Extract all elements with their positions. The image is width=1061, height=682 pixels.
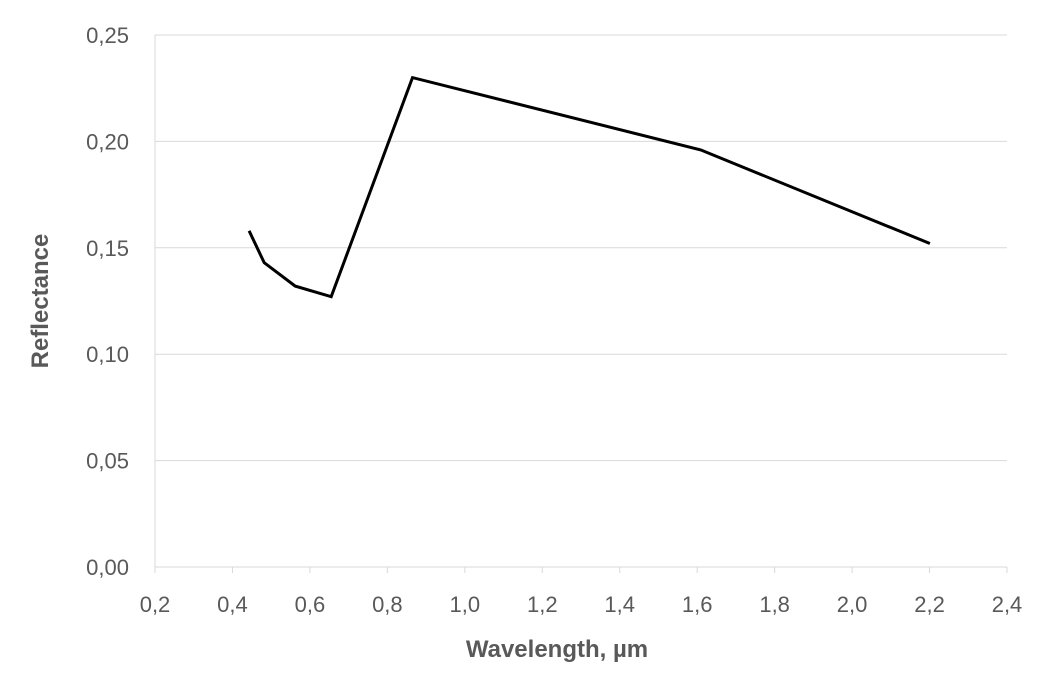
axes [154,35,1008,573]
x-tick-label: 2,0 [837,592,868,617]
x-tick-label: 1,0 [450,592,481,617]
x-tick-label: 0,4 [217,592,248,617]
series-line [247,75,931,299]
x-tick-label: 1,6 [682,592,713,617]
series-layer [247,75,931,299]
gridlines [155,34,1007,462]
x-tick-label: 0,8 [372,592,403,617]
x-tick-label: 2,2 [914,592,945,617]
y-tick-label: 0,25 [86,23,129,48]
y-tick-label: 0,15 [86,236,129,261]
y-axis-title: Reflectance [27,234,54,369]
y-tick-label: 0,20 [86,129,129,154]
x-tick-label: 0,2 [140,592,171,617]
x-tick-label: 1,8 [759,592,790,617]
x-axis-title: Wavelength, µm [466,636,648,663]
x-tick-label: 2,4 [992,592,1023,617]
x-tick-label: 1,2 [527,592,558,617]
y-tick-label: 0,00 [86,555,129,580]
y-tick-label: 0,10 [86,342,129,367]
x-tick-label: 1,4 [604,592,635,617]
x-axis-tick-labels: 0,2 0,4 0,6 0,8 1,0 1,2 1,4 1,6 1,8 2,0 2,2 2,4 [140,592,1023,617]
x-tick-label: 0,6 [295,592,326,617]
y-axis-tick-labels: 0,00 0,05 0,10 0,15 0,20 0,25 [86,23,129,580]
y-tick-label: 0,05 [86,449,129,474]
